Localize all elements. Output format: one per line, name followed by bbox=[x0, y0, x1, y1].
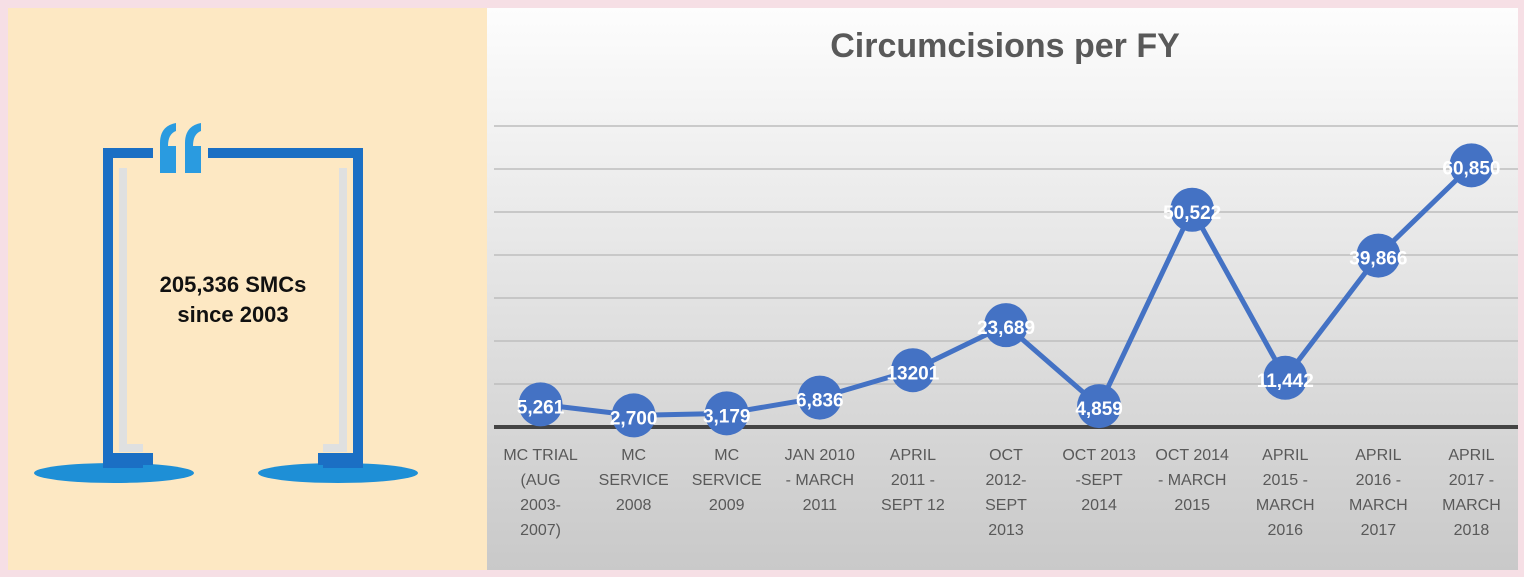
data-label: 60,850 bbox=[1442, 158, 1500, 179]
chart-background bbox=[487, 8, 1518, 570]
data-point bbox=[1356, 233, 1401, 278]
data-label: 6,836 bbox=[796, 391, 844, 412]
data-label: 4,859 bbox=[1075, 399, 1123, 420]
x-tick-label: OCT 2012-SEPT 2013 bbox=[985, 447, 1027, 539]
data-point bbox=[704, 391, 749, 436]
side-panel: 205,336 SMCs since 2003 bbox=[8, 8, 487, 570]
data-label: 2,700 bbox=[610, 408, 658, 429]
data-label: 11,442 bbox=[1257, 371, 1314, 392]
data-point bbox=[1077, 384, 1122, 429]
data-point bbox=[518, 382, 563, 427]
chart-title: Circumcisions per FY bbox=[830, 27, 1180, 65]
x-tick-label: APRIL 2011 -SEPT 12 bbox=[881, 447, 945, 514]
data-label: 50,522 bbox=[1163, 203, 1221, 224]
x-tick-label: MC SERVICE 2008 bbox=[599, 447, 669, 514]
data-point bbox=[984, 303, 1028, 348]
data-label: 13201 bbox=[886, 363, 939, 384]
quote-frame bbox=[34, 123, 418, 483]
x-tick-label: APRIL 2016 -MARCH 2017 bbox=[1349, 447, 1408, 539]
data-point bbox=[890, 348, 935, 393]
data-label: 23,689 bbox=[977, 318, 1035, 339]
summary-text: 205,336 SMCs since 2003 bbox=[159, 272, 307, 327]
data-point bbox=[1449, 143, 1494, 188]
data-point bbox=[1263, 355, 1308, 400]
chart: Circumcisions per FY MC TRIAL (AUG 2003-20… bbox=[487, 8, 1518, 570]
data-point bbox=[797, 375, 842, 420]
data-point bbox=[611, 393, 656, 438]
x-tick-label: APRIL 2017 -MARCH 2018 bbox=[1442, 447, 1501, 539]
x-tick-label: MC SERVICE 2009 bbox=[692, 447, 762, 514]
x-tick-label: APRIL 2015 -MARCH 2016 bbox=[1256, 447, 1315, 539]
data-label: 3,179 bbox=[703, 406, 751, 427]
x-tick-label: JAN 2010- MARCH 2011 bbox=[785, 447, 855, 514]
x-tick-label: OCT 2014- MARCH 2015 bbox=[1155, 447, 1229, 514]
data-label: 5,261 bbox=[517, 397, 565, 418]
data-point bbox=[1170, 187, 1215, 232]
x-tick-label: MC TRIAL (AUG 2003-2007) bbox=[503, 447, 577, 539]
data-label: 39,866 bbox=[1349, 249, 1407, 270]
x-tick-label: OCT 2013 -SEPT 2014 bbox=[1062, 447, 1136, 514]
